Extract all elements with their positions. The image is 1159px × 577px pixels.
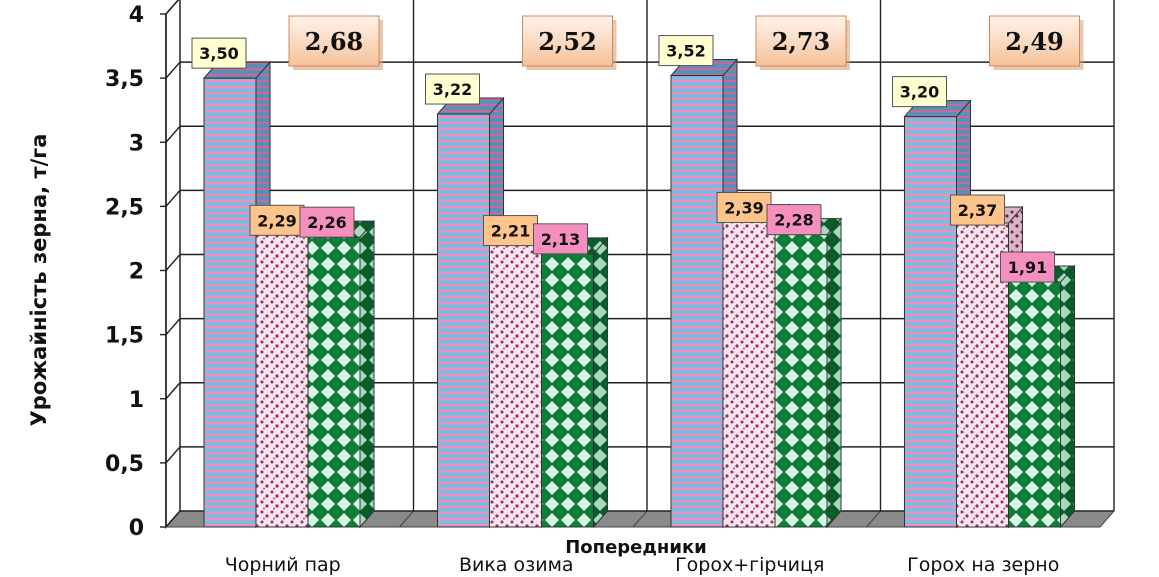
y-tick-label: 2,5: [105, 195, 144, 220]
y-tick-label: 1: [129, 388, 144, 413]
data-label-box: [299, 206, 355, 238]
average-box: [989, 15, 1080, 67]
category-label: Вика озима: [459, 554, 574, 576]
bar-front: [437, 113, 490, 528]
x-axis-title: Попередники: [565, 537, 707, 558]
y-tick-label: 3: [129, 131, 144, 156]
data-label: 2,37: [958, 201, 997, 220]
bar-front: [489, 243, 542, 528]
gridline-side: [165, 0, 180, 15]
average-box: [522, 15, 613, 67]
y-axis-title: Урожайність зерна, т/га: [27, 134, 51, 427]
floor-divider: [632, 510, 648, 528]
bar-side: [593, 236, 608, 529]
gridline-side: [165, 254, 181, 271]
y-axis-ticks: 0 0,5 1 1,5 2 2,5 3 3,5 4: [105, 3, 167, 541]
data-label-box: [892, 76, 947, 108]
bar-front: [956, 222, 1009, 528]
bar-3: [540, 236, 609, 529]
gridline-side: [165, 125, 181, 143]
y-tick-label: 3,5: [105, 67, 144, 92]
average-label: 2,49: [1005, 27, 1063, 56]
data-label: 1,91: [1008, 258, 1047, 277]
bar-side: [359, 219, 375, 529]
data-label: 2,28: [774, 211, 813, 230]
data-label-box: [425, 73, 480, 105]
average-label: 2,73: [772, 27, 830, 56]
y-tick-label: 4: [129, 3, 144, 28]
y-tick-label: 0: [129, 516, 144, 541]
data-label: 3,52: [666, 42, 705, 61]
gridline-side: [165, 510, 181, 528]
floor-divider: [399, 510, 414, 528]
data-label: 2,21: [491, 222, 530, 241]
bar-3: [306, 219, 376, 529]
y-tick-label: 1,5: [105, 324, 144, 349]
bar-front: [1008, 281, 1061, 528]
average-label: 2,52: [538, 27, 596, 56]
bar-front: [541, 253, 594, 528]
data-label: 3,50: [199, 44, 238, 63]
floor-divider: [866, 510, 881, 528]
data-label-box: [766, 204, 822, 236]
data-label-box: [716, 191, 772, 223]
data-label: 2,13: [541, 230, 580, 249]
data-label: 2,26: [307, 213, 346, 232]
bars: [202, 58, 1076, 529]
data-label-box: [950, 194, 1005, 226]
y-tick-label: 2: [129, 260, 144, 285]
average-labels: 2,68 2,52 2,73 2,49: [288, 15, 1084, 70]
bar-3: [773, 217, 843, 529]
average-box: [755, 15, 847, 67]
bar-front: [307, 236, 361, 528]
data-label: 2,29: [257, 211, 296, 230]
data-label: 3,22: [433, 80, 472, 99]
category-label: Чорний пар: [225, 554, 341, 576]
bar-front: [255, 232, 309, 528]
data-label: 3,20: [900, 83, 939, 102]
average-label: 2,68: [305, 27, 363, 56]
x-axis-categories: Чорний пар Вика озима Горох+гірчиця Горох н…: [225, 554, 1060, 576]
bar-front: [722, 219, 776, 528]
bar-side: [1060, 264, 1075, 529]
data-label-box: [191, 37, 247, 69]
bar-side: [826, 217, 842, 529]
average-box: [288, 15, 380, 67]
bar-front: [904, 116, 957, 528]
bar-front: [774, 234, 828, 528]
data-label-box: [1000, 251, 1055, 283]
bar-front: [203, 77, 257, 528]
bar-3: [1007, 264, 1076, 529]
data-label-box: [658, 35, 714, 67]
bar-front: [670, 75, 724, 528]
y-tick-label: 0,5: [105, 452, 144, 477]
gridline-side: [165, 318, 181, 336]
gridline-side: [165, 61, 181, 79]
category-label: Горох+гірчиця: [675, 554, 824, 576]
gridline-side: [165, 189, 181, 207]
data-label-box: [249, 204, 305, 236]
gridline-side: [165, 446, 181, 464]
gridline-side: [165, 382, 181, 400]
category-label: Горох на зерно: [907, 554, 1059, 576]
data-labels: 3,50 2,29 2,26 3,22 2,21 2,13 3,52 2,39 2,28 3,20…: [191, 35, 1055, 283]
data-label-box: [533, 223, 588, 255]
data-label: 2,39: [724, 198, 763, 217]
